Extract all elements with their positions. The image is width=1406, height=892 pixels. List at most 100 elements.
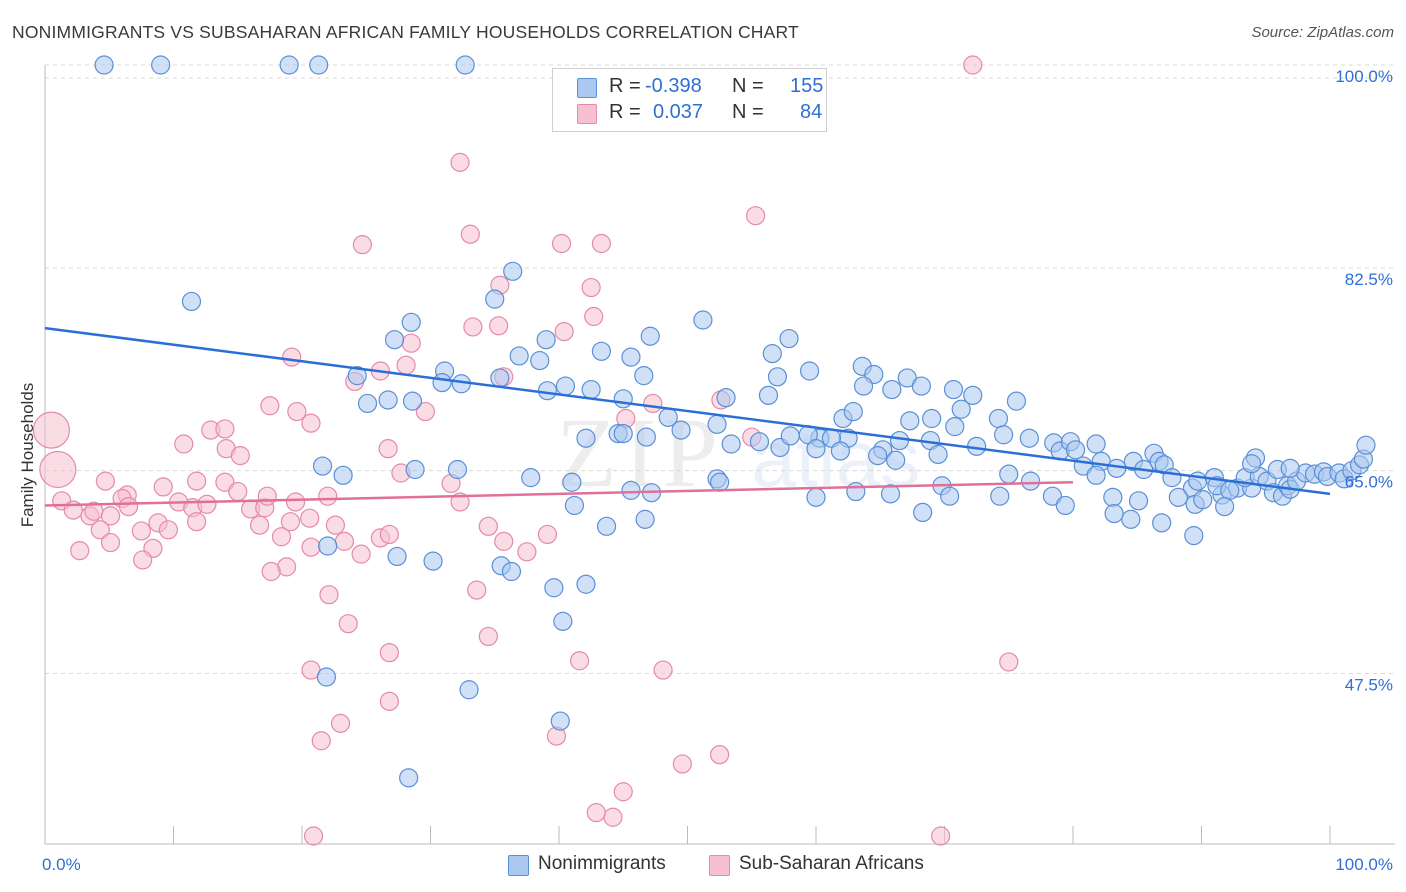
data-point bbox=[215, 419, 235, 439]
data-point bbox=[174, 434, 194, 454]
data-point bbox=[401, 333, 421, 353]
data-point bbox=[555, 376, 576, 396]
data-point bbox=[1065, 440, 1086, 460]
data-point bbox=[1215, 497, 1235, 517]
data-point bbox=[490, 368, 510, 388]
data-point bbox=[843, 401, 863, 422]
data-point bbox=[485, 289, 505, 309]
data-point bbox=[415, 401, 435, 422]
data-point bbox=[1128, 491, 1149, 511]
data-point bbox=[325, 515, 346, 535]
data-point bbox=[318, 486, 338, 506]
data-point bbox=[780, 426, 800, 446]
data-point bbox=[301, 537, 321, 557]
data-point bbox=[455, 55, 475, 75]
legend-r-value: 0.037 bbox=[653, 101, 704, 123]
series-subsaharan-africans bbox=[32, 55, 1019, 846]
data-point bbox=[503, 261, 523, 281]
data-point bbox=[1020, 471, 1041, 491]
data-point bbox=[215, 472, 235, 492]
data-point bbox=[710, 472, 730, 492]
data-point bbox=[151, 55, 171, 75]
data-point bbox=[536, 330, 556, 350]
data-point bbox=[478, 516, 498, 536]
data-point bbox=[187, 512, 207, 532]
legend-n-label: N = bbox=[732, 75, 764, 97]
data-point bbox=[621, 347, 641, 367]
data-point bbox=[501, 561, 522, 582]
data-point bbox=[39, 450, 77, 489]
data-point bbox=[806, 487, 826, 507]
data-point bbox=[576, 574, 596, 594]
data-point bbox=[882, 379, 902, 400]
data-point bbox=[379, 643, 399, 663]
data-point bbox=[551, 233, 572, 254]
data-point bbox=[635, 509, 655, 529]
data-point bbox=[569, 651, 590, 671]
data-point bbox=[591, 233, 612, 254]
data-point bbox=[553, 611, 573, 631]
data-point bbox=[334, 531, 355, 551]
data-point bbox=[886, 450, 906, 470]
legend-r-label: R = bbox=[609, 75, 641, 97]
data-point bbox=[576, 428, 596, 448]
data-point bbox=[351, 544, 371, 564]
data-point bbox=[261, 561, 281, 582]
data-point bbox=[990, 486, 1010, 506]
data-point bbox=[301, 413, 321, 433]
bottom-legend-label: Sub-Saharan Africans bbox=[739, 853, 924, 874]
data-point bbox=[405, 459, 425, 480]
data-point bbox=[347, 366, 367, 386]
data-point bbox=[260, 396, 280, 416]
data-point bbox=[707, 414, 727, 434]
data-point bbox=[311, 731, 331, 751]
data-point bbox=[309, 55, 329, 75]
data-point bbox=[379, 524, 399, 545]
data-point bbox=[287, 401, 307, 422]
data-point bbox=[450, 492, 470, 512]
y-tick-label: 100.0% bbox=[1335, 67, 1393, 86]
data-point bbox=[1220, 480, 1240, 500]
data-point bbox=[460, 224, 480, 244]
data-point bbox=[880, 484, 901, 504]
data-point bbox=[1103, 487, 1123, 507]
data-point bbox=[494, 531, 514, 551]
series-nonimmigrants bbox=[94, 55, 1376, 788]
data-point bbox=[591, 341, 612, 361]
source-label: Source: ZipAtlas.com bbox=[1251, 24, 1394, 41]
data-point bbox=[779, 328, 799, 349]
data-point bbox=[118, 497, 139, 517]
data-point bbox=[643, 393, 663, 414]
data-point bbox=[767, 367, 788, 387]
data-point bbox=[999, 464, 1019, 484]
data-point bbox=[746, 206, 766, 226]
data-point bbox=[640, 326, 660, 346]
data-point bbox=[282, 347, 302, 367]
data-point bbox=[279, 55, 299, 75]
data-point bbox=[379, 691, 399, 711]
data-point bbox=[285, 492, 306, 512]
data-point bbox=[387, 546, 407, 567]
data-point bbox=[1104, 503, 1124, 524]
data-point bbox=[100, 532, 121, 553]
data-point bbox=[509, 346, 529, 366]
data-point bbox=[384, 330, 405, 350]
y-axis-label: Family Households bbox=[18, 382, 37, 528]
data-point bbox=[1168, 487, 1188, 507]
data-point bbox=[1019, 428, 1039, 448]
data-point bbox=[537, 381, 558, 401]
data-point bbox=[999, 652, 1019, 672]
data-point bbox=[613, 389, 633, 409]
data-point bbox=[447, 459, 468, 480]
data-point bbox=[32, 411, 71, 449]
data-point bbox=[187, 471, 207, 491]
data-point bbox=[963, 55, 983, 75]
data-point bbox=[758, 385, 779, 405]
data-point bbox=[799, 361, 820, 381]
data-point bbox=[564, 495, 585, 516]
data-point bbox=[338, 614, 358, 634]
data-point bbox=[931, 826, 951, 846]
data-point bbox=[1121, 509, 1141, 529]
data-point bbox=[333, 465, 353, 485]
